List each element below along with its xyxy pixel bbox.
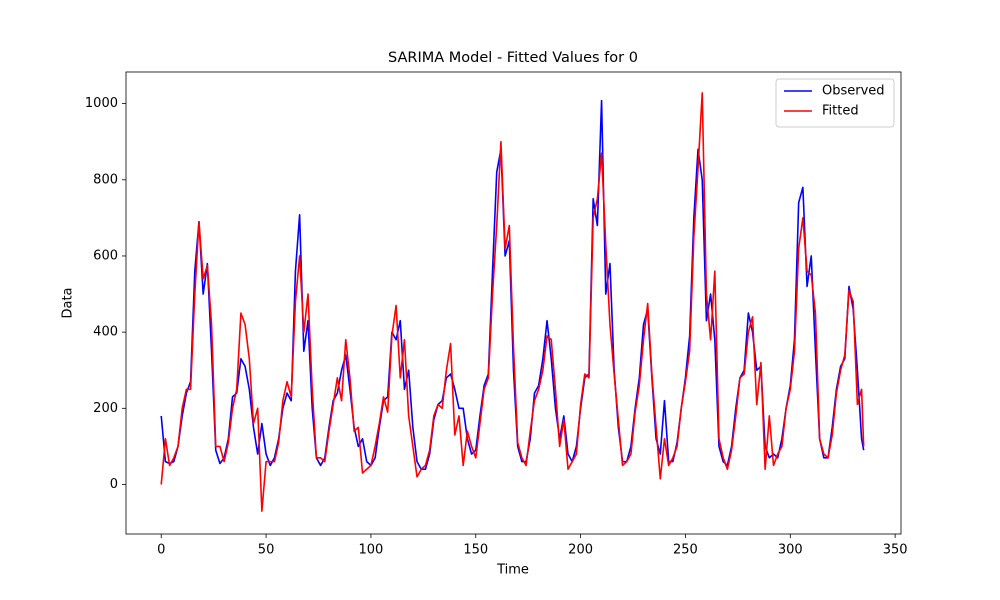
y-tick-label: 200 <box>93 401 118 416</box>
data-line <box>160 92 865 512</box>
y-tick-label: 1000 <box>85 96 118 111</box>
y-tick-label: 0 <box>110 477 118 492</box>
x-tick-label: 150 <box>463 543 488 558</box>
legend-label: Fitted <box>822 104 859 119</box>
x-axis-label: Time <box>496 563 529 578</box>
x-tick-label: 200 <box>568 543 593 558</box>
chart-title: SARIMA Model - Fitted Values for 0 <box>388 50 638 66</box>
x-tick-label: 0 <box>157 543 165 558</box>
y-axis-label: Data <box>61 287 76 318</box>
plot-frame <box>125 71 902 535</box>
x-tick-label: 100 <box>358 543 383 558</box>
y-tick-label: 400 <box>93 325 118 340</box>
y-tick-label: 800 <box>93 172 118 187</box>
x-tick-label: 50 <box>258 543 275 558</box>
x-tick-label: 250 <box>673 543 698 558</box>
y-tick-label: 600 <box>93 248 118 263</box>
x-tick-label: 300 <box>778 543 803 558</box>
x-tick-label: 350 <box>883 543 908 558</box>
legend-label: Observed <box>822 84 885 99</box>
